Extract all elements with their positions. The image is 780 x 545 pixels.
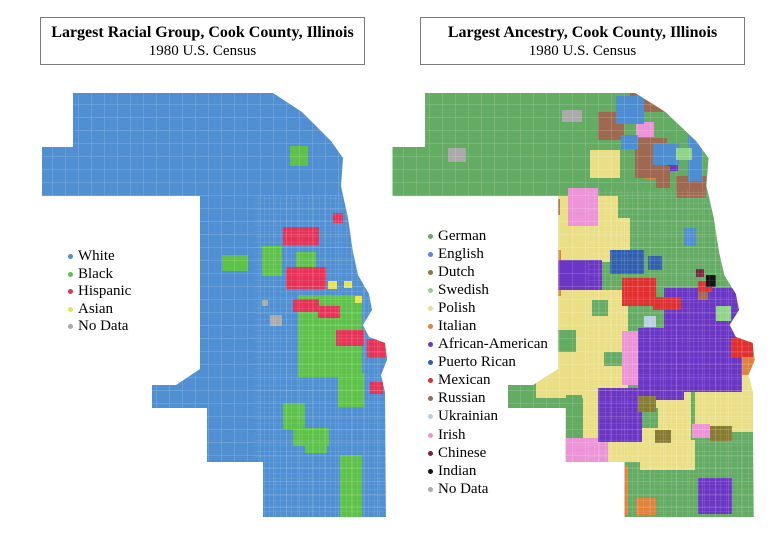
right-map-title-box: Largest Ancestry, Cook County, Illinois … xyxy=(420,17,745,65)
italian-color-dot-icon xyxy=(428,324,433,330)
legend-item-puerto-rican: Puerto Rican xyxy=(428,354,548,372)
legend-item-indian: Indian xyxy=(428,462,548,480)
legend-label-irish: Irish xyxy=(438,426,466,443)
english-color-dot-icon xyxy=(428,251,433,257)
left-map-subtitle: 1980 U.S. Census xyxy=(148,42,257,59)
right-map-subtitle: 1980 U.S. Census xyxy=(528,42,637,59)
left-map-title-box: Largest Racial Group, Cook County, Illin… xyxy=(40,17,365,65)
legend-label-puerto-rican: Puerto Rican xyxy=(438,354,516,371)
legend-item-dutch: Dutch xyxy=(428,263,548,281)
racial-group-legend: White Black Hispanic Asian No Data xyxy=(68,248,131,336)
right-city-tract-grid xyxy=(588,190,755,517)
legend-label-german: German xyxy=(438,227,487,244)
legend-item-polish: Polish xyxy=(428,299,548,317)
legend-item-italian: Italian xyxy=(428,317,548,335)
legend-label-asian: Asian xyxy=(78,300,113,317)
dutch-color-dot-icon xyxy=(428,269,433,275)
mexican-color-dot-icon xyxy=(428,378,433,384)
legend-item-ukrainian: Ukrainian xyxy=(428,408,548,426)
white-color-dot-icon xyxy=(68,254,73,260)
legend-label-mexican: Mexican xyxy=(438,372,491,389)
legend-label-no-data: No Data xyxy=(78,318,129,335)
ukrainian-color-dot-icon xyxy=(428,414,433,420)
african-american-color-dot-icon xyxy=(428,342,433,348)
legend-item-german: German xyxy=(428,227,548,245)
legend-label-indian: Indian xyxy=(438,462,477,479)
legend-item-african-american: African-American xyxy=(428,336,548,354)
chinese-color-dot-icon xyxy=(428,450,433,456)
russian-color-dot-icon xyxy=(428,396,433,402)
legend-item-irish: Irish xyxy=(428,426,548,444)
left-map-title: Largest Racial Group, Cook County, Illin… xyxy=(51,23,354,41)
legend-label-russian: Russian xyxy=(438,390,486,407)
polish-color-dot-icon xyxy=(428,305,433,311)
german-color-dot-icon xyxy=(428,233,433,239)
legend-item-black: Black xyxy=(68,266,131,284)
right-map-title: Largest Ancestry, Cook County, Illinois xyxy=(447,23,718,41)
legend-item-swedish: Swedish xyxy=(428,281,548,299)
legend-label-swedish: Swedish xyxy=(438,281,489,298)
legend-label-chinese: Chinese xyxy=(438,444,487,461)
legend-item-no-data: No Data xyxy=(428,480,548,498)
legend-label-hispanic: Hispanic xyxy=(78,283,132,300)
black-color-dot-icon xyxy=(68,271,73,277)
legend-label-ukrainian: Ukrainian xyxy=(438,408,498,425)
legend-label-white: White xyxy=(78,248,115,265)
legend-label-dutch: Dutch xyxy=(438,263,475,280)
hispanic-color-dot-icon xyxy=(68,289,73,295)
legend-item-hispanic: Hispanic xyxy=(68,283,131,301)
legend-item-white: White xyxy=(68,248,131,266)
legend-label-english: English xyxy=(438,245,484,262)
asian-color-dot-icon xyxy=(68,306,73,312)
puerto-rican-color-dot-icon xyxy=(428,360,433,366)
ancestry-legend: German English Dutch Swedish Polish Italian Af… xyxy=(428,227,548,498)
legend-label-black: Black xyxy=(78,265,113,282)
legend-label-no-data: No Data xyxy=(438,480,489,497)
no-data-color-dot-icon xyxy=(428,486,433,492)
legend-item-english: English xyxy=(428,245,548,263)
legend-item-chinese: Chinese xyxy=(428,444,548,462)
irish-color-dot-icon xyxy=(428,432,433,438)
legend-item-russian: Russian xyxy=(428,390,548,408)
no-data-color-dot-icon xyxy=(68,324,73,330)
legend-label-african-american: African-American xyxy=(438,336,548,353)
legend-label-polish: Polish xyxy=(438,299,476,316)
legend-label-italian: Italian xyxy=(438,318,477,335)
left-city-tract-grid xyxy=(255,195,387,517)
legend-item-mexican: Mexican xyxy=(428,372,548,390)
legend-item-asian: Asian xyxy=(68,301,131,319)
legend-item-no-data: No Data xyxy=(68,318,131,336)
swedish-color-dot-icon xyxy=(428,287,433,293)
indian-color-dot-icon xyxy=(428,468,433,474)
